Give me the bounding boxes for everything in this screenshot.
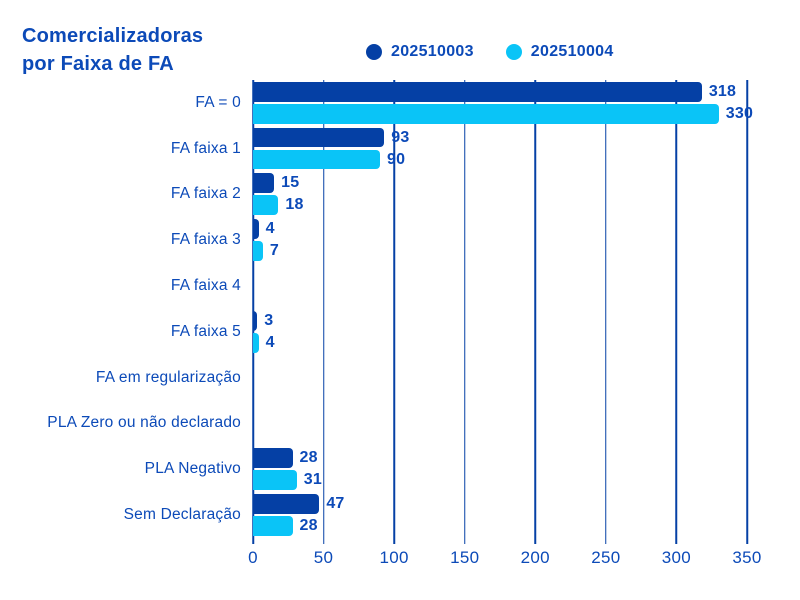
- category-label: FA faixa 5: [170, 322, 241, 340]
- value-label: 31: [303, 471, 322, 489]
- bar-202510003[interactable]: [253, 173, 275, 194]
- value-label: 318: [708, 82, 737, 100]
- category-row: PLA Zero ou não declarado: [47, 401, 747, 447]
- value-label: 18: [285, 196, 304, 214]
- chart-title: Comercializadoras por Faixa de FA: [22, 22, 203, 78]
- category-row: Sem Declaração 47 28: [124, 492, 747, 538]
- chart-title-line2: por Faixa de FA: [22, 53, 174, 75]
- bar-202510003[interactable]: [253, 81, 702, 102]
- x-axis-tick-label: 50: [313, 548, 334, 567]
- bar-202510004[interactable]: [253, 516, 293, 536]
- category-row: FA = 0 318 330: [195, 80, 753, 126]
- category-label: Sem Declaração: [123, 506, 241, 524]
- gridline-x-100: [393, 80, 395, 544]
- category-row: PLA Negativo 28 31: [145, 446, 747, 492]
- category-label: FA em regularização: [95, 368, 241, 386]
- value-label: 28: [299, 449, 318, 467]
- bar-202510003[interactable]: [253, 448, 293, 469]
- bar-202510004[interactable]: [253, 241, 263, 262]
- legend-dot-icon: [505, 44, 522, 60]
- category-label: FA = 0: [195, 93, 241, 111]
- category-row: FA faixa 5 3 4: [171, 309, 747, 355]
- x-axis-tick-label: 200: [520, 548, 550, 567]
- category-label: PLA Negativo: [144, 460, 241, 478]
- x-axis-tick-label: 0: [248, 548, 258, 567]
- value-label: 15: [281, 174, 300, 192]
- bar-202510004[interactable]: [253, 470, 297, 491]
- legend: 202510003 202510004: [366, 43, 614, 61]
- gridline-x-50: [322, 80, 325, 544]
- bar-202510004[interactable]: [253, 149, 381, 170]
- x-axis-tick-label: 350: [732, 548, 762, 567]
- gridline-x-250: [605, 80, 607, 544]
- gridline-x-350: [746, 80, 748, 544]
- category-row: FA faixa 4: [171, 263, 747, 309]
- value-label: 3: [264, 311, 274, 329]
- legend-item-202510003[interactable]: 202510003: [366, 43, 474, 61]
- value-label: 90: [387, 150, 406, 168]
- category-label: FA faixa 4: [170, 277, 241, 295]
- value-label: 4: [265, 220, 275, 238]
- gridline-x-150: [463, 80, 466, 544]
- legend-label: 202510003: [391, 43, 474, 60]
- legend-item-202510004[interactable]: 202510004: [505, 43, 614, 61]
- bar-202510004[interactable]: [253, 332, 259, 353]
- chart-title-line1: Comercializadoras: [22, 25, 204, 47]
- category-label: FA faixa 1: [170, 139, 241, 157]
- category-label: PLA Zero ou não declarado: [47, 414, 241, 432]
- x-axis-tick-label: 300: [661, 548, 692, 567]
- category-row: FA faixa 2 15 18: [171, 172, 747, 218]
- x-axis-tick-label: 250: [591, 548, 621, 567]
- category-label: FA faixa 2: [170, 185, 241, 203]
- value-label: 4: [265, 333, 275, 351]
- bar-202510003[interactable]: [253, 219, 259, 240]
- category-label: FA faixa 3: [170, 231, 241, 249]
- gridline-x-300: [675, 80, 678, 544]
- plot-area: 0 50 100 150 200 250 300 350 FA = 0 318 330 FA faix…: [47, 80, 761, 567]
- value-label: 93: [391, 128, 410, 146]
- category-row: FA faixa 3 4 7: [171, 217, 747, 263]
- value-label: 47: [326, 494, 345, 512]
- legend-dot-icon: [366, 44, 382, 60]
- bar-202510003[interactable]: [253, 310, 258, 331]
- gridline-x-200: [534, 80, 537, 544]
- bar-202510003[interactable]: [253, 127, 385, 148]
- category-row: FA faixa 1 93 90: [171, 126, 747, 172]
- bar-202510003[interactable]: [253, 494, 320, 514]
- bar-202510004[interactable]: [253, 103, 719, 124]
- value-label: 330: [725, 104, 754, 122]
- x-axis-tick-label: 100: [379, 548, 409, 567]
- value-label: 7: [269, 242, 279, 260]
- category-row: FA em regularização: [96, 355, 747, 401]
- legend-label: 202510004: [530, 43, 614, 60]
- x-axis-tick-label: 150: [450, 548, 480, 567]
- value-label: 28: [299, 516, 318, 534]
- bar-202510004[interactable]: [253, 195, 279, 216]
